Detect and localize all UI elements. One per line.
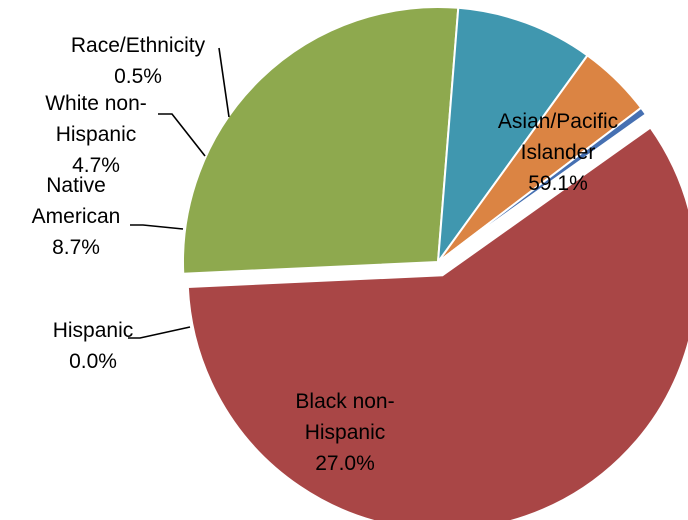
labels-layer: Asian/Pacific Islander 59.1% Black non- Hisp…: [32, 34, 618, 475]
slice-value-label: 8.7%: [52, 236, 100, 259]
slice-category-label: White non-: [45, 92, 147, 115]
slice-category-label: Hispanic: [56, 123, 137, 146]
slices-layer: [182, 6, 688, 520]
slice-label-black-non-hispanic: Black non- Hispanic 27.0%: [295, 390, 394, 475]
slice-label-white-non-hispanic: White non- Hispanic 4.7%: [45, 92, 147, 177]
slice-value-label: 0.5%: [114, 65, 162, 88]
pie-slice-native-american: [436, 6, 589, 266]
slice-category-label: American: [32, 205, 121, 228]
slice-category-label: Hispanic: [53, 319, 134, 342]
slice-category-label: Native: [46, 174, 106, 197]
slice-label-asian-pacific-islander: Asian/Pacific Islander 59.1%: [498, 110, 618, 195]
leader-line-hispanic: [128, 326, 191, 339]
pie-slice-black-non-hispanic: [182, 6, 460, 275]
slice-category-label: Islander: [521, 141, 596, 164]
slice-category-label: Asian/Pacific: [498, 110, 618, 133]
leaders-layer: [128, 47, 230, 339]
leader-line-race-ethnicity: [218, 47, 230, 118]
slice-category-label: Black non-: [295, 390, 394, 413]
slice-value-label: 59.1%: [528, 172, 588, 195]
leader-line-native-american: [130, 224, 184, 230]
slice-value-label: 4.7%: [72, 154, 120, 177]
pie-slice-asian-pacific-islander: [186, 126, 688, 520]
leader-line-white-non-hispanic: [158, 113, 206, 157]
slice-category-label: Race/Ethnicity: [71, 34, 206, 57]
slice-value-label: 0.0%: [69, 350, 117, 373]
slice-label-hispanic: Hispanic 0.0%: [53, 319, 134, 373]
slice-value-label: 27.0%: [315, 452, 375, 475]
pie-slice-race-ethnicity: [437, 106, 648, 263]
slice-category-label: Hispanic: [305, 421, 386, 444]
slice-label-native-american: Native American 8.7%: [32, 174, 121, 259]
slice-label-race-ethnicity: Race/Ethnicity 0.5%: [71, 34, 206, 88]
